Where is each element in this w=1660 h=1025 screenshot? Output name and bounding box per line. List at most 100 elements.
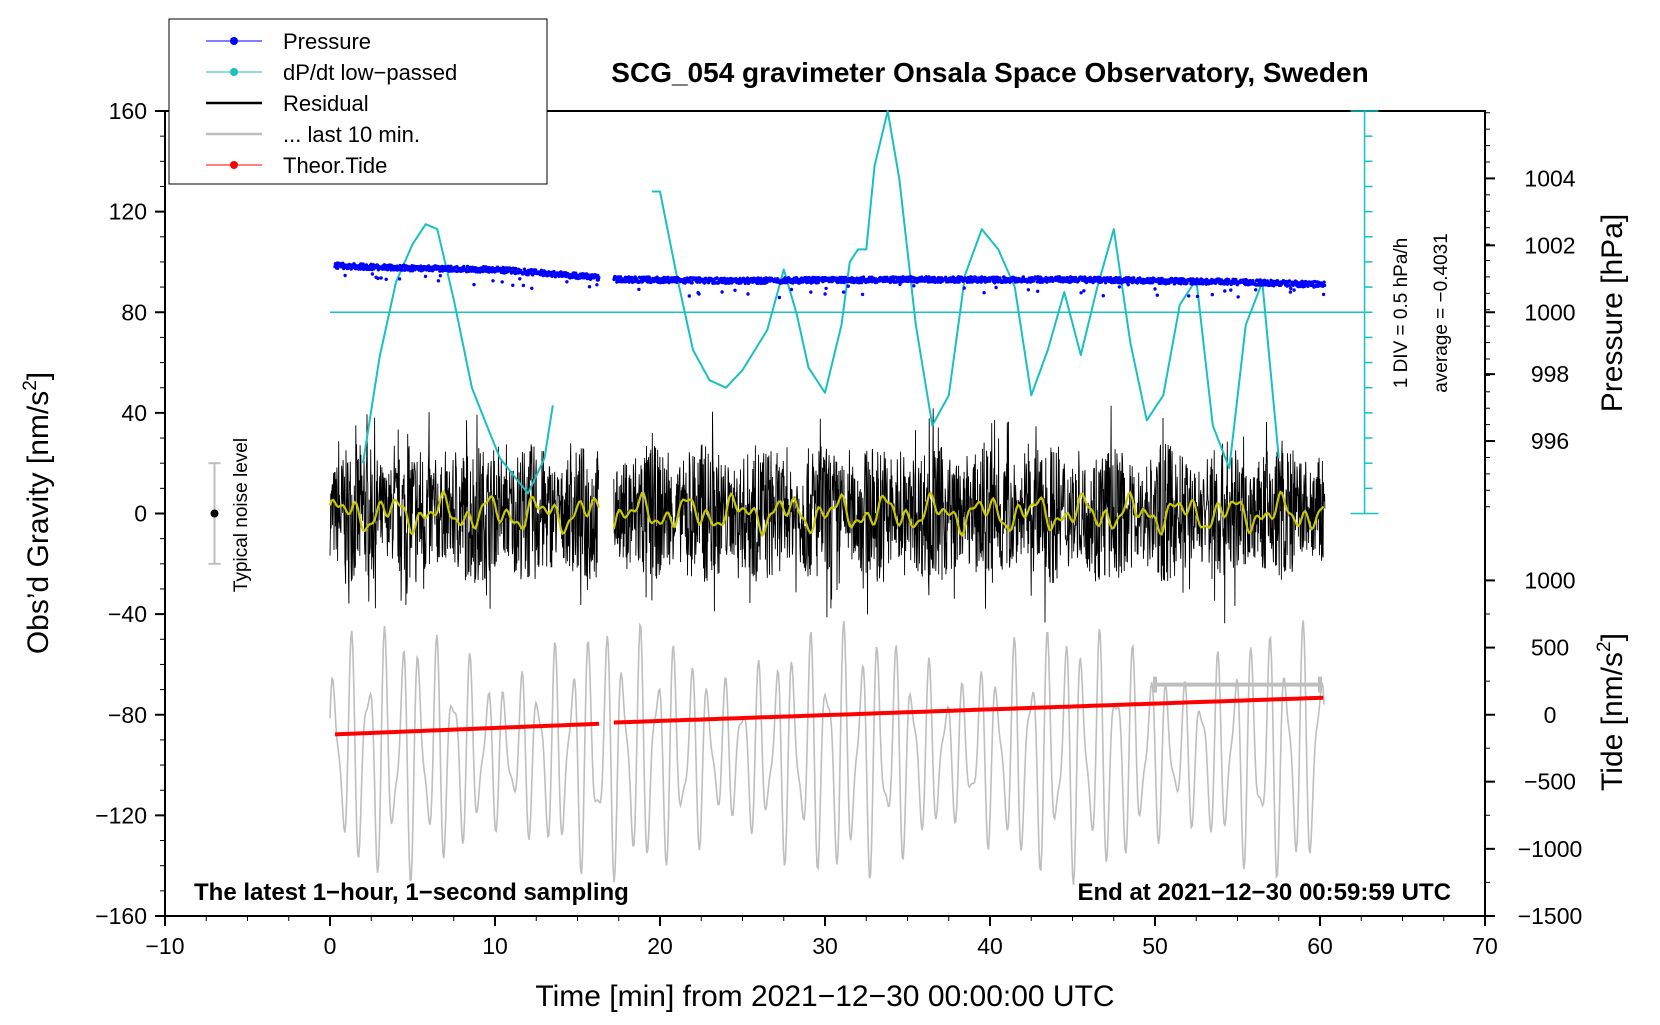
pressure-point [841, 290, 846, 294]
pressure-point [511, 283, 515, 287]
pressure-point [1245, 279, 1249, 283]
pressure-point [1321, 292, 1326, 297]
pressure-point [397, 277, 402, 281]
pressure-axis-ticks: 996 998 1000 1002 1004 [1485, 112, 1576, 508]
pressure-point [690, 281, 694, 285]
pressure-point [1288, 290, 1293, 294]
tide-tick-label: 500 [1531, 635, 1569, 661]
pressure-point [1036, 289, 1040, 293]
pressure-point [994, 285, 998, 290]
pressure-point [465, 264, 470, 269]
pressure-point [1118, 276, 1122, 280]
dpdt-average-text: average = −0.4031 [1431, 233, 1452, 393]
pressure-point [1026, 288, 1031, 292]
x-tick-label: 0 [324, 933, 337, 959]
pressure-point [860, 292, 865, 297]
pressure-point [403, 268, 407, 272]
x-tick-label: 60 [1307, 933, 1333, 959]
pressure-point [1126, 283, 1130, 287]
pressure-point [697, 292, 701, 296]
y-tick-label: 0 [134, 501, 147, 527]
pressure-point [998, 276, 1002, 280]
y-axis-ticks: −160 −120 −80 −40 0 40 80 120 160 [95, 98, 165, 929]
pressure-point [1322, 283, 1327, 288]
y-axis-title: Obs’d Gravity [nm/s2] [20, 372, 55, 654]
x-tick-label: 20 [647, 933, 673, 959]
pressure-point [789, 287, 794, 292]
pressure-point [500, 280, 504, 284]
noise-bar-dot [210, 509, 219, 518]
dpdt-scale-text: 1 DIV = 0.5 hPa/h [1391, 238, 1412, 389]
pressure-point [343, 273, 347, 278]
pressure-point [1044, 275, 1048, 280]
tide-tick-label: 0 [1544, 702, 1557, 728]
x-tick-label: −10 [145, 933, 184, 959]
annotations [208, 462, 1322, 693]
pressure-point [376, 276, 380, 281]
residual-line [613, 405, 1326, 624]
pressure-point [1210, 292, 1215, 297]
pressure-point [776, 277, 780, 281]
pressure-point [1187, 294, 1191, 298]
pressure-point [1223, 289, 1227, 293]
pressure-point [823, 292, 827, 296]
pressure-point [898, 282, 902, 287]
x-axis-ticks: −10 0 10 20 30 40 50 60 70 [145, 916, 1498, 959]
pressure-point [521, 283, 526, 288]
chart-title: SCG_054 gravimeter Onsala Space Observat… [611, 57, 1368, 88]
dpdt-series [330, 110, 1379, 515]
pressure-point [885, 275, 889, 279]
tide-axis-title: Tide [nm/s2] [1594, 633, 1629, 791]
footer-right: End at 2021−12−30 00:59:59 UTC [1077, 879, 1451, 906]
pressure-point [957, 280, 961, 284]
tide-tick-label: 1000 [1524, 567, 1575, 593]
pressure-point [666, 275, 670, 279]
legend-marker [230, 37, 238, 45]
noise-label: Typical noise level [231, 438, 252, 592]
x-tick-label: 70 [1472, 933, 1498, 959]
pressure-point [816, 280, 820, 285]
pressure-point [982, 291, 986, 295]
legend-label: Residual [283, 91, 369, 116]
y-axis-title-main: Obs’d Gravity [nm/s [22, 391, 55, 654]
footer-left: The latest 1−hour, 1−second sampling [194, 879, 629, 906]
pressure-point [1254, 288, 1258, 292]
pressure-point [974, 275, 978, 280]
legend-label: dP/dt low−passed [283, 60, 457, 85]
pressure-point [695, 280, 699, 284]
tide-tick-label: −500 [1524, 769, 1576, 795]
y-tick-label: −80 [108, 702, 147, 728]
pressure-point [640, 280, 644, 284]
x-tick-label: 40 [977, 933, 1003, 959]
pressure-point [1322, 280, 1326, 284]
legend-marker [230, 161, 238, 169]
pressure-tick-label: 1000 [1524, 299, 1575, 325]
pressure-point [1236, 295, 1240, 299]
pressure-point [675, 280, 679, 284]
pressure-point [1082, 289, 1086, 293]
pressure-point [1132, 276, 1136, 280]
pressure-point [423, 274, 428, 279]
pressure-point [472, 282, 476, 287]
dpdt-line [362, 223, 554, 495]
pressure-point [518, 277, 522, 281]
legend-label: ... last 10 min. [283, 122, 420, 147]
x-axis-title: Time [min] from 2021−12−30 00:00:00 UTC [535, 980, 1114, 1013]
pressure-series [333, 261, 1327, 300]
pressure-point [491, 279, 495, 283]
pressure-point [859, 280, 864, 285]
pressure-axis-title: Pressure [hPa] [1596, 214, 1629, 412]
pressure-point [1117, 285, 1122, 289]
pressure-point [1079, 291, 1083, 295]
tide-axis-title-end: ] [1596, 633, 1629, 641]
residual-smoothed-series [328, 489, 1325, 538]
pressure-tick-label: 998 [1531, 361, 1569, 387]
pressure-point [1292, 288, 1296, 292]
pressure-point [1155, 293, 1160, 297]
pressure-point [1289, 286, 1293, 291]
y-tick-label: 120 [109, 199, 147, 225]
tide-axis-ticks: −1500 −1000 −500 0 500 1000 [1485, 567, 1582, 929]
last-10-min-line [329, 620, 1325, 885]
pressure-point [733, 288, 737, 292]
x-tick-label: 10 [482, 933, 508, 959]
